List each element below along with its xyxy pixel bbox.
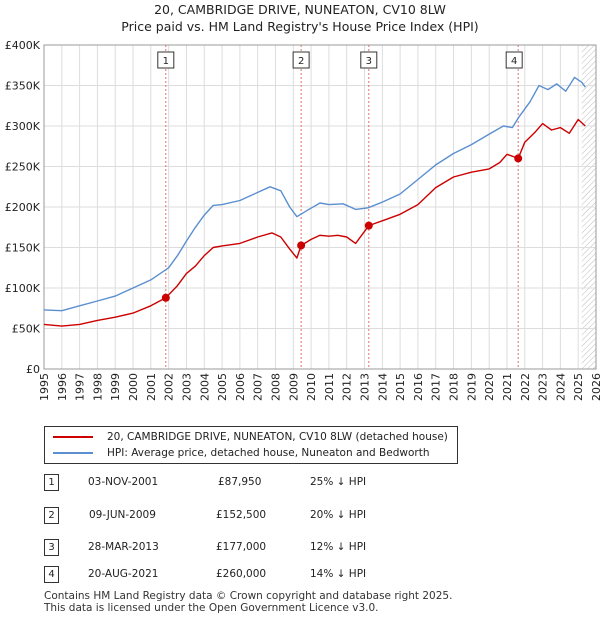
legend-item-property: 20, CAMBRIDGE DRIVE, NUNEATON, CV10 8LW …	[53, 430, 448, 444]
x-tick-label: 2000	[127, 373, 140, 401]
sale-hpi-diff: 14% ↓ HPI	[310, 568, 367, 580]
sale-date: 20-AUG-2021	[88, 568, 159, 580]
x-tick-label: 1998	[91, 373, 104, 401]
sale-marker-box	[505, 51, 523, 69]
table-row: 1 03-NOV-2001 £87,950 25% ↓ HPI	[44, 474, 464, 492]
table-row: 4 20-AUG-2021 £260,000 14% ↓ HPI	[44, 566, 464, 584]
x-tick-label: 2005	[216, 373, 229, 401]
x-tick-label: 2014	[376, 373, 389, 401]
sale-price: £260,000	[216, 568, 267, 580]
legend-label-hpi: HPI: Average price, detached house, Nune…	[107, 447, 430, 459]
y-tick-label: £100K	[5, 282, 41, 295]
legend-swatch-property	[53, 436, 93, 438]
y-tick-label: £50K	[12, 323, 41, 336]
x-tick-label: 2013	[359, 373, 372, 401]
sale-marker-label: 3	[366, 56, 372, 67]
legend-swatch-hpi	[53, 452, 93, 454]
sale-marker-box	[157, 51, 175, 69]
y-tick-label: £150K	[5, 242, 41, 255]
x-tick-label: 2003	[180, 373, 193, 401]
x-tick-label: 2011	[323, 373, 336, 401]
sale-point	[364, 221, 373, 230]
sale-marker-box	[360, 51, 378, 69]
sale-marker-box	[292, 51, 310, 69]
x-tick-label: 1997	[74, 373, 87, 401]
table-row: 2 09-JUN-2009 £152,500 20% ↓ HPI	[44, 507, 464, 525]
x-tick-label: 2007	[252, 373, 265, 401]
x-tick-label: 2004	[198, 373, 211, 401]
sale-point	[514, 154, 523, 163]
x-tick-label: 2018	[448, 373, 461, 401]
sale-price: £87,950	[218, 476, 262, 488]
x-tick-label: 2022	[519, 373, 532, 401]
chart-subtitle: Price paid vs. HM Land Registry's House …	[121, 19, 479, 34]
legend-label-property: 20, CAMBRIDGE DRIVE, NUNEATON, CV10 8LW …	[107, 431, 448, 443]
y-tick-label: £350K	[5, 80, 41, 93]
sale-point	[161, 293, 170, 302]
x-tick-label: 2024	[554, 373, 567, 401]
x-tick-label: 2026	[590, 373, 600, 401]
sale-badge: 1	[44, 474, 59, 491]
x-tick-label: 1999	[109, 373, 122, 401]
legend-item-hpi: HPI: Average price, detached house, Nune…	[53, 446, 429, 460]
x-tick-label: 2019	[465, 373, 478, 401]
x-tick-label: 1995	[38, 373, 51, 401]
sale-price: £177,000	[216, 541, 267, 553]
sale-hpi-diff: 12% ↓ HPI	[310, 541, 367, 553]
sale-price: £152,500	[216, 509, 267, 521]
y-tick-label: £400K	[5, 39, 41, 52]
x-tick-label: 2023	[537, 373, 550, 401]
x-tick-label: 2020	[483, 373, 496, 401]
x-tick-label: 2012	[341, 373, 354, 401]
sale-marker-label: 2	[298, 56, 304, 67]
sale-date: 28-MAR-2013	[88, 541, 159, 553]
x-tick-label: 2008	[269, 373, 282, 401]
footer-copyright: Contains HM Land Registry data © Crown c…	[44, 590, 453, 602]
x-tick-label: 2015	[394, 373, 407, 401]
sale-badge: 3	[44, 539, 59, 556]
x-tick-label: 2009	[287, 373, 300, 401]
chart-title: 20, CAMBRIDGE DRIVE, NUNEATON, CV10 8LW	[154, 2, 446, 17]
x-tick-label: 1996	[56, 373, 69, 401]
x-tick-label: 2021	[501, 373, 514, 401]
footer-license: This data is licensed under the Open Gov…	[44, 602, 379, 614]
x-tick-label: 2001	[145, 373, 158, 401]
y-tick-label: £250K	[5, 161, 41, 174]
x-tick-label: 2017	[430, 373, 443, 401]
y-tick-label: £0	[26, 363, 40, 376]
sale-date: 03-NOV-2001	[88, 476, 159, 488]
y-tick-label: £200K	[5, 201, 41, 214]
sale-badge: 2	[44, 507, 59, 524]
sale-point	[297, 241, 306, 250]
x-tick-label: 2025	[572, 373, 585, 401]
table-row: 3 28-MAR-2013 £177,000 12% ↓ HPI	[44, 539, 464, 557]
x-tick-label: 2006	[234, 373, 247, 401]
chart-legend: 20, CAMBRIDGE DRIVE, NUNEATON, CV10 8LW …	[44, 426, 458, 464]
x-tick-label: 2010	[305, 373, 318, 401]
sale-marker-label: 1	[163, 56, 169, 67]
y-tick-label: £300K	[5, 120, 41, 133]
hpi-series-line	[43, 76, 586, 312]
sale-hpi-diff: 20% ↓ HPI	[310, 509, 367, 521]
sale-hpi-diff: 25% ↓ HPI	[310, 476, 367, 488]
price-chart: £0 £50K £100K £150K £200K £250K £300K £350K £400…	[5, 39, 600, 401]
property-series-line	[43, 118, 586, 327]
x-tick-label: 2016	[412, 373, 425, 401]
sale-marker-label: 4	[511, 56, 517, 67]
plot-frame	[43, 44, 597, 370]
x-tick-label: 2002	[163, 373, 176, 401]
sale-badge: 4	[44, 566, 59, 583]
sale-date: 09-JUN-2009	[89, 509, 156, 521]
